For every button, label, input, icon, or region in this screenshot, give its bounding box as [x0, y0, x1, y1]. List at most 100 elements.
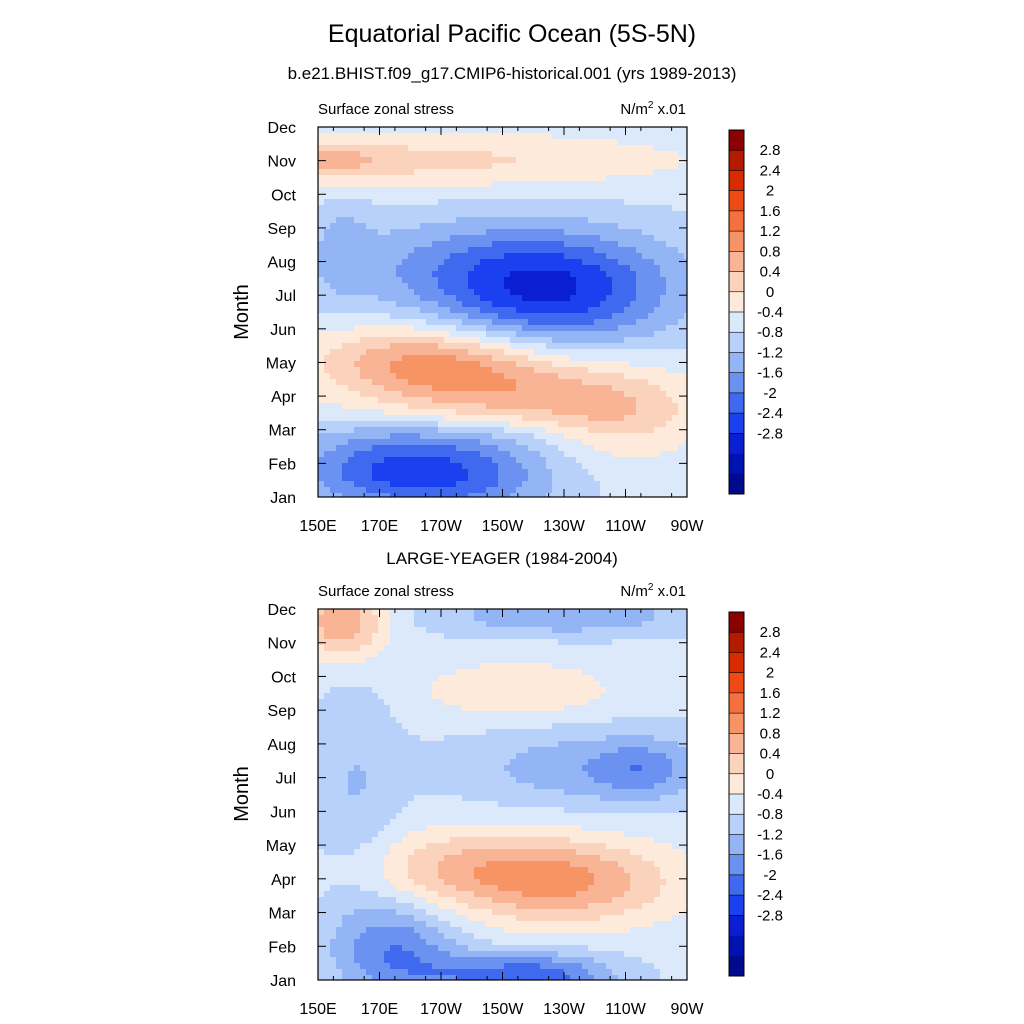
contour-cell — [342, 445, 349, 452]
contour-cell — [456, 325, 463, 332]
contour-cell — [552, 277, 559, 284]
contour-cell — [582, 169, 589, 176]
contour-cell — [360, 265, 367, 272]
contour-cell — [528, 247, 535, 254]
contour-cell — [636, 445, 643, 452]
contour-cell — [318, 801, 325, 808]
contour-cell — [582, 241, 589, 248]
contour-cell — [366, 415, 373, 422]
contour-cell — [528, 289, 535, 296]
contour-cell — [534, 139, 541, 146]
contour-cell — [414, 843, 421, 850]
contour-cell — [570, 487, 577, 494]
contour-cell — [330, 741, 337, 748]
contour-cell — [378, 705, 385, 712]
contour-cell — [378, 933, 385, 940]
contour-cell — [618, 343, 625, 350]
contour-cell — [402, 675, 409, 682]
contour-cell — [462, 241, 469, 248]
contour-cell — [324, 265, 331, 272]
contour-cell — [516, 415, 523, 422]
contour-cell — [384, 139, 391, 146]
contour-cell — [444, 355, 451, 362]
contour-cell — [354, 247, 361, 254]
contour-cell — [354, 711, 361, 718]
contour-cell — [648, 169, 655, 176]
contour-cell — [540, 397, 547, 404]
contour-cell — [684, 253, 687, 260]
contour-cell — [600, 325, 607, 332]
contour-cell — [402, 921, 409, 928]
y-tick-label: Dec — [268, 120, 296, 137]
contour-cell — [378, 699, 385, 706]
contour-cell — [552, 193, 559, 200]
contour-cell — [486, 229, 493, 236]
contour-cell — [558, 259, 565, 266]
contour-cell — [390, 645, 397, 652]
contour-cell — [450, 409, 457, 416]
contour-cell — [324, 187, 331, 194]
contour-cell — [564, 325, 571, 332]
contour-cell — [360, 481, 367, 488]
contour-cell — [354, 777, 361, 784]
contour-cell — [402, 463, 409, 470]
contour-cell — [540, 307, 547, 314]
contour-cell — [480, 187, 487, 194]
contour-cell — [498, 133, 505, 140]
contour-cell — [618, 313, 625, 320]
contour-cell — [606, 175, 613, 182]
contour-cell — [384, 651, 391, 658]
contour-cell — [366, 403, 373, 410]
contour-cell — [498, 403, 505, 410]
contour-cell — [390, 391, 397, 398]
contour-cell — [336, 687, 343, 694]
contour-cell — [480, 385, 487, 392]
contour-cell — [660, 457, 667, 464]
contour-cell — [396, 633, 403, 640]
contour-cell — [408, 711, 415, 718]
contour-cell — [378, 127, 385, 134]
contour-cell — [516, 409, 523, 416]
contour-cell — [654, 175, 661, 182]
contour-cell — [348, 319, 355, 326]
contour-cell — [600, 139, 607, 146]
contour-cell — [444, 481, 451, 488]
contour-cell — [366, 687, 373, 694]
contour-cell — [660, 277, 667, 284]
contour-cell — [432, 451, 439, 458]
contour-cell — [324, 439, 331, 446]
contour-cell — [678, 367, 685, 374]
contour-cell — [348, 223, 355, 230]
contour-cell — [396, 825, 403, 832]
contour-cell — [630, 373, 637, 380]
contour-cell — [528, 409, 535, 416]
contour-cell — [390, 735, 397, 742]
contour-cell — [402, 391, 409, 398]
contour-cell — [666, 427, 673, 434]
contour-cell — [396, 957, 403, 964]
contour-cell — [492, 409, 499, 416]
contour-cell — [534, 451, 541, 458]
contour-cell — [636, 307, 643, 314]
contour-cell — [402, 139, 409, 146]
contour-cell — [414, 493, 421, 497]
contour-cell — [330, 355, 337, 362]
contour-cell — [366, 367, 373, 374]
contour-cell — [378, 975, 385, 980]
contour-cell — [480, 337, 487, 344]
contour-cell — [318, 139, 325, 146]
contour-cell — [534, 271, 541, 278]
contour-cell — [606, 253, 613, 260]
contour-cell — [342, 205, 349, 212]
contour-cell — [576, 133, 583, 140]
contour-cell — [558, 355, 565, 362]
contour-cell — [342, 469, 349, 476]
contour-cell — [540, 181, 547, 188]
contour-cell — [576, 397, 583, 404]
contour-cell — [528, 331, 535, 338]
contour-cell — [462, 433, 469, 440]
contour-cell — [384, 151, 391, 158]
contour-cell — [456, 451, 463, 458]
contour-cell — [462, 307, 469, 314]
contour-cell — [498, 349, 505, 356]
